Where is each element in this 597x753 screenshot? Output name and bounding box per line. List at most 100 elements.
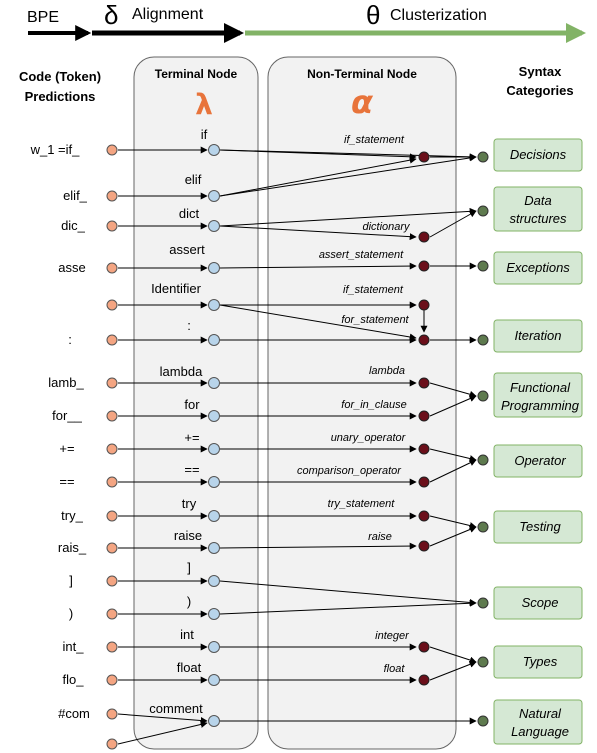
category-data-structures: Data structures [493,186,583,232]
category-label: Language [511,724,569,739]
terminal-label: Identifier [151,281,202,296]
terminal-nonterminal-edges [219,149,428,684]
token-node [106,575,118,587]
terminal-nodes [208,144,220,727]
token-node [106,410,118,422]
category-scope: Scope [493,586,583,620]
terminal-node [208,510,220,522]
terminal-node [208,674,220,686]
token-node [106,641,118,653]
category-label: Operator [514,453,566,468]
terminal-label: if [201,127,208,142]
lambda-symbol: λ [195,88,213,121]
category-node [477,656,489,668]
category-label: Decisions [510,147,567,162]
nonterminal-label: dictionary [362,221,411,233]
nonterminal-node [418,377,430,389]
code-header-1: Code (Token) [19,69,101,84]
nonterminal-label: for_in_clause [341,399,406,411]
token-node [106,377,118,389]
category-label: Scope [522,595,559,610]
terminal-label: ] [187,560,191,575]
token-nodes [106,144,118,750]
token-node [106,334,118,346]
category-node [477,521,489,533]
syntax-header-1: Syntax [519,64,562,79]
nonterminal-panel [267,56,457,750]
bpe-label: BPE [27,9,59,26]
category-decisions: Decisions [493,138,583,172]
category-node [477,390,489,402]
nonterminal-label: for_statement [341,314,409,326]
terminal-label: += [184,430,199,445]
category-functional-programming: Functional Programming [493,372,583,418]
token-label: == [59,474,74,489]
category-node [477,260,489,272]
category-label: Types [523,654,558,669]
token-node [106,608,118,620]
terminal-label: comment [149,701,203,716]
nonterminal-label: float [384,663,406,675]
clusterization-label: Clusterization [390,7,487,24]
nonterminal-node [418,334,430,346]
token-label: += [59,441,74,456]
delta-symbol: δ [104,0,118,30]
nonterminal-label: raise [368,531,392,543]
nonterminal-labels: if_statement dictionary assert_statement… [297,134,411,675]
nonterminal-label: assert_statement [319,249,404,261]
token-label: elif_ [63,188,88,203]
terminal-node [208,144,220,156]
category-node [477,715,489,727]
category-boxes: Decisions Data structures Exceptions Ite… [493,138,583,745]
token-node [106,674,118,686]
nonterminal-header: Non-Terminal Node [307,67,417,81]
alignment-label: Alignment [132,6,204,23]
nonterminal-node [418,443,430,455]
category-types: Types [493,645,583,679]
terminal-node [208,641,220,653]
terminal-labels: if elif dict assert Identifier : lambda … [149,127,207,716]
terminal-label: dict [179,206,200,221]
token-node [106,299,118,311]
terminal-label: : [187,318,191,333]
token-node [106,144,118,156]
token-label: w_1 =if_ [30,142,81,157]
category-label: Iteration [515,328,562,343]
category-label: Natural [519,706,562,721]
terminal-label: try [182,496,197,511]
terminal-label: for [184,397,200,412]
nonterminal-node [418,299,430,311]
terminal-label: float [177,660,202,675]
nonterminal-node [418,231,430,243]
theta-symbol: θ [366,0,380,30]
terminal-node [208,299,220,311]
category-node [477,334,489,346]
terminal-node [208,575,220,587]
nonterminal-nodes [418,151,430,686]
nonterminal-node [418,540,430,552]
nonterminal-node [418,674,430,686]
terminal-node [208,476,220,488]
category-operator: Operator [493,444,583,478]
token-label: asse [58,260,85,275]
code-header-2: Predictions [25,89,96,104]
terminal-label: elif [185,172,202,187]
terminal-node [208,220,220,232]
terminal-node [208,715,220,727]
terminal-node [208,262,220,274]
category-node [477,597,489,609]
terminal-node [208,443,220,455]
token-label: try_ [61,508,83,523]
syntax-header-2: Categories [506,83,573,98]
token-node [106,262,118,274]
terminal-node [208,190,220,202]
nonterminal-node [418,476,430,488]
nonterminal-node [418,260,430,272]
alpha-symbol: α [351,83,374,121]
token-node [106,220,118,232]
token-node [106,476,118,488]
category-exceptions: Exceptions [493,251,583,285]
terminal-label: raise [174,528,202,543]
category-natural-language: Natural Language [493,699,583,745]
terminal-node [208,608,220,620]
